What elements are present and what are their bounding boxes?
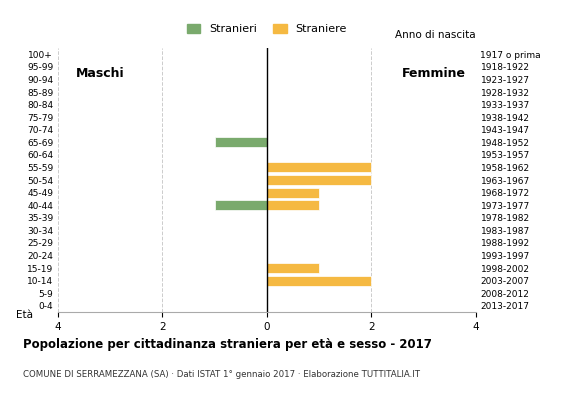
Text: Maschi: Maschi: [75, 67, 124, 80]
Text: COMUNE DI SERRAMEZZANA (SA) · Dati ISTAT 1° gennaio 2017 · Elaborazione TUTTITAL: COMUNE DI SERRAMEZZANA (SA) · Dati ISTAT…: [23, 370, 420, 379]
Text: Popolazione per cittadinanza straniera per età e sesso - 2017: Popolazione per cittadinanza straniera p…: [23, 338, 432, 351]
Text: Anno di nascita: Anno di nascita: [395, 30, 476, 40]
Bar: [267, 175, 371, 185]
Bar: [267, 188, 319, 198]
Legend: Stranieri, Straniere: Stranieri, Straniere: [182, 19, 351, 38]
Bar: [215, 137, 267, 147]
Bar: [267, 162, 371, 172]
Bar: [215, 200, 267, 210]
Text: Femmine: Femmine: [402, 67, 466, 80]
Bar: [267, 276, 371, 286]
Bar: [267, 263, 319, 273]
Text: Età: Età: [16, 310, 33, 320]
Bar: [267, 200, 319, 210]
